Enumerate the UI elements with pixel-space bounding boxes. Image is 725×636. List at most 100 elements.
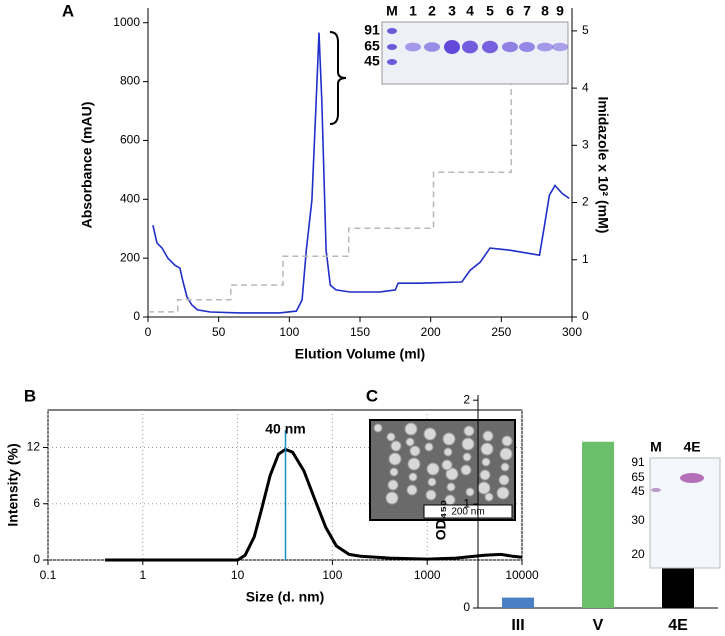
lane-label: 5 [486, 3, 494, 19]
marker-label: 91 [631, 455, 645, 469]
x-tick-label: 10000 [505, 568, 539, 582]
y-tick-label: 12 [27, 440, 41, 454]
lane-label: 6 [506, 3, 514, 19]
y-tick-label: 800 [120, 74, 140, 88]
particle [427, 477, 437, 487]
panel-label: A [62, 1, 74, 20]
gel-band [462, 40, 478, 54]
lane-label: 2 [428, 3, 436, 19]
lane-label: M [650, 439, 662, 455]
particle [498, 474, 510, 486]
particle [500, 462, 510, 472]
particle [407, 457, 421, 471]
x-tick-label: 200 [421, 325, 441, 339]
y2-tick-label: 4 [582, 80, 589, 94]
marker-band [651, 488, 661, 492]
particle [441, 459, 453, 471]
particle [404, 422, 418, 436]
particle [386, 432, 396, 442]
marker-label: 30 [631, 513, 645, 527]
y-tick-label: 2 [463, 392, 470, 406]
panel-label: C [366, 386, 378, 405]
particle [426, 462, 440, 476]
particle [442, 432, 456, 446]
gel-band [537, 42, 553, 52]
y-tick-label: 0 [33, 552, 40, 566]
particle [388, 452, 402, 466]
y-tick-label: 0 [463, 600, 470, 614]
x-tick-label: 100 [322, 568, 342, 582]
marker-label: 20 [631, 547, 645, 561]
particle [501, 435, 513, 447]
particle [373, 423, 383, 433]
particle [477, 481, 491, 495]
marker-band [387, 28, 397, 34]
lane-label: 1 [409, 3, 417, 19]
y-tick-label: 400 [120, 191, 140, 205]
lane-label: 8 [541, 3, 549, 19]
particle [496, 486, 510, 500]
particle [481, 457, 491, 467]
particle [461, 437, 475, 451]
x-tick-label: 100 [279, 325, 299, 339]
particle [446, 482, 456, 492]
particle [425, 489, 437, 501]
particle [463, 425, 475, 437]
lane-label: 9 [556, 3, 564, 19]
gel-band [424, 42, 440, 52]
marker-label: 45 [364, 53, 380, 69]
data-line [105, 447, 523, 562]
particle [462, 452, 472, 462]
x-tick-label: III [511, 617, 524, 634]
y-tick-label: 6 [33, 496, 40, 510]
brace [329, 31, 347, 125]
bar [582, 441, 614, 608]
particle [390, 440, 402, 452]
marker-label: 65 [631, 470, 645, 484]
x-tick-label: 0 [145, 325, 152, 339]
scale-box [423, 504, 513, 519]
gel-band [482, 40, 498, 54]
gel-band [405, 42, 421, 52]
y-tick-label: 600 [120, 133, 140, 147]
particle [443, 447, 453, 457]
marker-band [387, 44, 397, 50]
particle [484, 492, 494, 502]
x-tick-label: 1000 [414, 568, 441, 582]
x-tick-label: 4E [668, 617, 688, 634]
particle [389, 467, 399, 477]
particle [405, 437, 415, 447]
y2-tick-label: 0 [582, 309, 589, 323]
panel-label: B [24, 386, 36, 405]
x-tick-label: 300 [562, 325, 582, 339]
lane-label: 4E [683, 439, 700, 455]
particle [479, 469, 491, 481]
y-axis-title: Absorbance (mAU) [79, 102, 95, 229]
y-axis-title: OD₄₅₀ [433, 500, 449, 540]
marker-label: 45 [631, 484, 645, 498]
y2-tick-label: 3 [582, 138, 589, 152]
lane-label: 4 [466, 3, 474, 19]
particle [499, 447, 513, 461]
lane-label: M [386, 3, 398, 19]
particle [409, 445, 421, 457]
x-tick-label: 250 [491, 325, 511, 339]
particle [424, 442, 434, 452]
particle [387, 479, 399, 491]
marker-label: 91 [364, 22, 380, 38]
x-tick-label: 50 [212, 325, 226, 339]
particle [406, 484, 418, 496]
gel-band [444, 40, 460, 54]
y2-axis-title: Imidazole x 10² (mM) [595, 97, 611, 234]
x-tick-label: V [593, 617, 604, 634]
particle [445, 467, 459, 481]
scale-label: 200 nm [451, 507, 484, 518]
x-axis-title: Elution Volume (ml) [295, 346, 425, 362]
marker-label: 65 [364, 38, 380, 54]
data-line [152, 32, 570, 314]
particle [423, 427, 437, 441]
y-tick-label: 200 [120, 250, 140, 264]
particle [482, 430, 494, 442]
x-axis-title: Size (d. nm) [246, 589, 325, 605]
